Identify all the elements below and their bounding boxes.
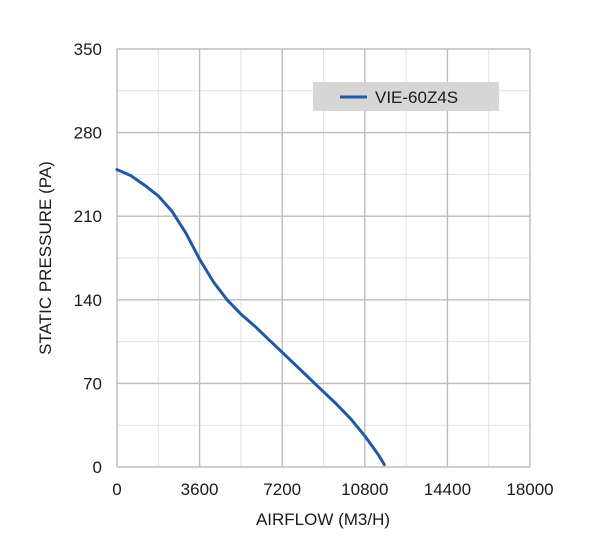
legend: VIE-60Z4S [313, 82, 499, 111]
y-tick-label: 350 [74, 40, 102, 59]
y-tick-label: 210 [74, 207, 102, 226]
x-tick-label: 14400 [424, 480, 471, 499]
y-axis-label: STATIC PRESSURE (PA) [36, 161, 55, 355]
y-tick-label: 280 [74, 124, 102, 143]
y-tick-label: 140 [74, 291, 102, 310]
legend-label: VIE-60Z4S [375, 88, 458, 107]
y-axis-ticks: 0 70 140 210 280 350 [74, 40, 102, 477]
series-line [115, 168, 386, 467]
major-grid [116, 48, 531, 468]
x-tick-label: 18000 [506, 480, 553, 499]
x-tick-label: 10800 [341, 480, 388, 499]
y-tick-label: 0 [93, 458, 102, 477]
x-tick-label: 3600 [181, 480, 219, 499]
x-tick-label: 0 [112, 480, 121, 499]
x-tick-label: 7200 [263, 480, 301, 499]
x-axis-label: AIRFLOW (M3/H) [256, 510, 390, 529]
series-layer [115, 168, 386, 467]
y-tick-label: 70 [83, 374, 102, 393]
x-axis-ticks: 0 3600 7200 10800 14400 18000 [112, 480, 553, 499]
